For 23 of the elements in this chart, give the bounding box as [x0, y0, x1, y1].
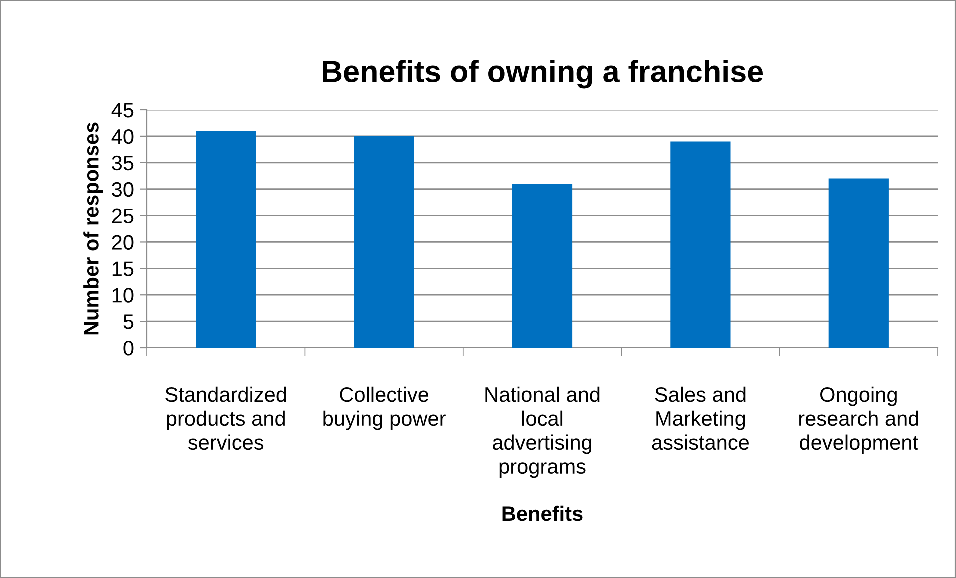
x-tick-label: Ongoing research and development — [799, 386, 918, 454]
x-tick-label: National and local advertising programs — [486, 386, 600, 478]
bar — [354, 136, 414, 348]
x-tick-label: Collective buying power — [324, 386, 446, 430]
y-tick-label: 30 — [112, 182, 134, 198]
y-tick-label: 10 — [112, 288, 134, 303]
y-axis-title: Number of responses — [84, 122, 103, 335]
y-tick-label: 20 — [112, 235, 134, 250]
y-tick-label: 15 — [112, 262, 134, 276]
x-axis-title: Benefits — [502, 506, 583, 522]
bar — [512, 184, 573, 348]
bar — [196, 131, 256, 348]
x-tick-label: Standardized products and services — [166, 386, 286, 450]
y-tick-label: 40 — [112, 129, 134, 144]
bar — [828, 178, 889, 348]
y-tick-label: 45 — [112, 103, 134, 118]
x-tick-label: Sales and Marketing assistance — [652, 386, 749, 450]
y-tick-label: 5 — [124, 314, 134, 330]
bar — [670, 142, 731, 348]
chart-title: Benefits of owning a franchise — [323, 60, 764, 89]
y-tick-label: 0 — [124, 341, 134, 356]
y-tick-label: 25 — [112, 208, 134, 224]
y-tick-label: 35 — [112, 156, 134, 171]
